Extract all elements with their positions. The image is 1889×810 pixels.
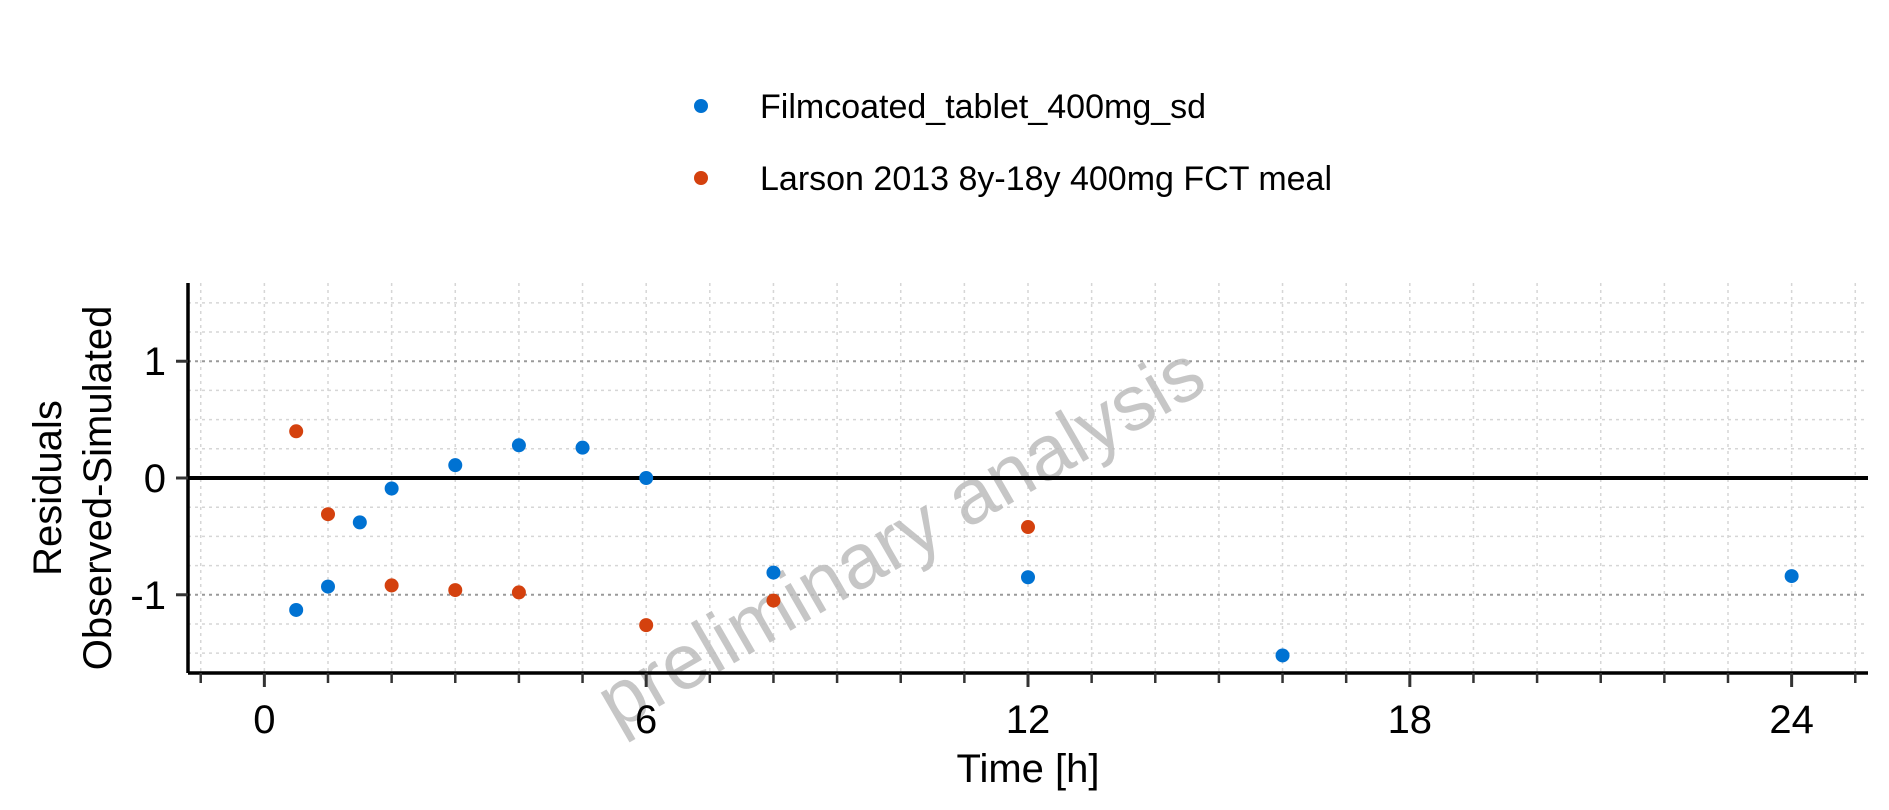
data-point [639, 618, 654, 633]
data-point [321, 507, 335, 522]
x-axis-title: Time [h] [957, 747, 1100, 791]
x-tick-label: 0 [253, 698, 275, 742]
y-tick-label: -1 [130, 574, 166, 618]
data-point [511, 585, 526, 600]
data-point [1784, 569, 1799, 584]
data-point [448, 583, 463, 598]
x-tick-label: 12 [1006, 698, 1051, 742]
y-axis-title: Residuals Observed-Simulated [26, 306, 120, 671]
data-point [575, 440, 590, 455]
data-point [639, 471, 654, 485]
data-point [384, 578, 399, 593]
legend-label: Filmcoated_tablet_400mg_sd [760, 88, 1206, 126]
data-point [321, 579, 335, 594]
data-point [384, 481, 399, 496]
tick-labels: 0 6 12 18 24 1 0 -1 [130, 340, 1813, 742]
y-axis-title-line: Observed-Simulated [76, 306, 120, 671]
y-tick-label: 1 [144, 340, 166, 384]
legend-marker [694, 171, 708, 185]
data-point [511, 438, 526, 453]
legend-label: Larson 2013 8y-18y 400mg FCT meal [760, 160, 1332, 198]
data-point [1021, 520, 1035, 535]
x-tick-label: 24 [1769, 698, 1814, 742]
data-points [289, 424, 1799, 663]
data-point [352, 515, 367, 530]
data-point [289, 602, 304, 617]
data-point [448, 458, 463, 473]
legend-marker [694, 99, 708, 113]
data-point [766, 565, 781, 580]
x-tick-label: 18 [1388, 698, 1433, 742]
data-point [1021, 570, 1035, 585]
y-axis-title-line: Residuals [26, 400, 70, 576]
data-point [1275, 648, 1290, 663]
data-point [289, 424, 304, 439]
legend: Filmcoated_tablet_400mg_sd Larson 2013 8y… [694, 88, 1332, 198]
data-point [766, 593, 781, 608]
y-tick-label: 0 [144, 457, 166, 501]
x-tick-label: 6 [635, 698, 657, 742]
axes [176, 283, 1868, 687]
